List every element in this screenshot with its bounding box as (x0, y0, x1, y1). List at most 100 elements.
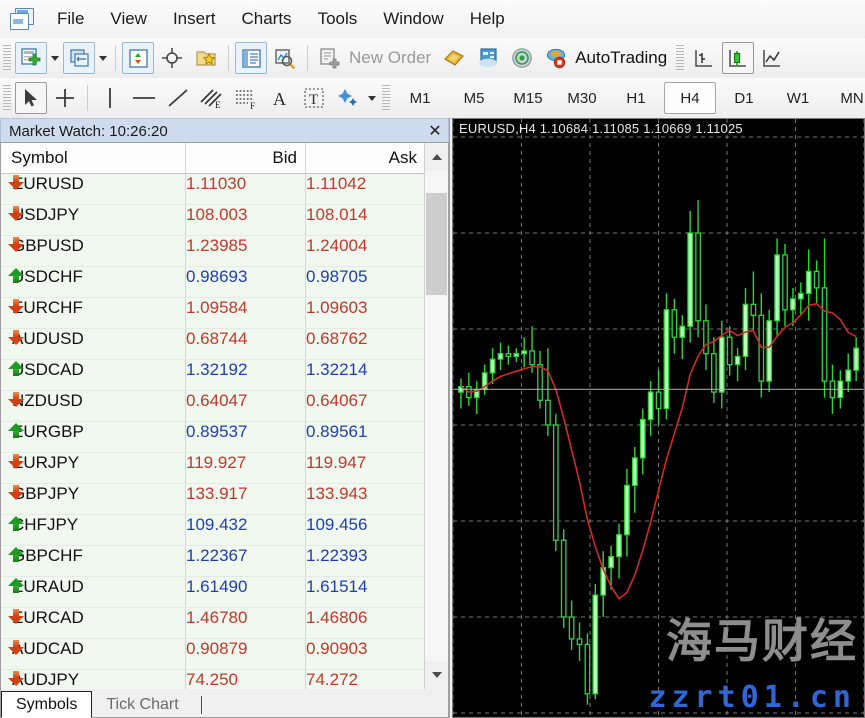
cell-symbol: AUDUSD (1, 329, 186, 359)
bar-chart-icon[interactable] (688, 42, 720, 74)
symbol-label: AUDCAD (12, 639, 84, 658)
equidistant-channel-icon[interactable]: E (196, 82, 228, 114)
scroll-up-arrow-icon[interactable] (425, 143, 448, 171)
new-order-label[interactable]: New Order (349, 48, 432, 67)
crosshair-icon[interactable] (49, 82, 81, 114)
scrollbar-thumb[interactable] (426, 193, 447, 295)
timeframe-m15[interactable]: M15 (513, 89, 543, 107)
new-chart-dropdown-icon[interactable] (48, 43, 62, 73)
table-row[interactable]: EURGBP 0.89537 0.89561 (1, 422, 425, 453)
market-watch-tabs: Symbols Tick Chart (0, 689, 449, 718)
cell-ask: 1.46806 (306, 608, 368, 627)
menu-item-help[interactable]: Help (469, 9, 505, 28)
metaeditor-icon[interactable] (438, 42, 470, 74)
cell-symbol: EURCHF (1, 298, 186, 328)
column-header-ask[interactable]: Ask (388, 148, 417, 167)
navigator-icon[interactable] (156, 42, 188, 74)
table-row[interactable]: USDCHF 0.98693 0.98705 (1, 267, 425, 298)
new-order-icon[interactable] (314, 42, 346, 74)
timeframe-w1[interactable]: W1 (786, 89, 810, 107)
tools-toolbar-grip[interactable] (3, 85, 11, 111)
tab-divider (200, 696, 202, 714)
toolbar-grip-2[interactable] (676, 45, 685, 71)
menu-item-insert[interactable]: Insert (172, 9, 216, 28)
tab-symbols[interactable]: Symbols (1, 691, 93, 718)
table-row[interactable]: GBPUSD 1.23985 1.24004 (1, 236, 425, 267)
table-row[interactable]: EURAUD 1.61490 1.61514 (1, 577, 425, 608)
table-row[interactable]: AUDJPY 74.250 74.272 (1, 670, 425, 689)
candlestick-chart-icon[interactable] (722, 42, 755, 74)
table-row[interactable]: GBPCHF 1.22367 1.22393 (1, 546, 425, 577)
market-watch-table: Symbol Bid Ask EURUSD 1.11030 1.11042 USDJP… (1, 143, 425, 689)
cell-symbol: AUDCAD (1, 639, 186, 669)
menu-item-tools[interactable]: Tools (317, 9, 358, 28)
cursor-arrow-icon[interactable] (15, 82, 47, 114)
table-row[interactable]: AUDUSD 0.68744 0.68762 (1, 329, 425, 360)
chart-window[interactable]: EURUSD,H4 1.10684 1.11085 1.10669 1.1102… (452, 118, 865, 718)
timeframe-m30[interactable]: M30 (567, 89, 597, 107)
timeframe-m5[interactable]: M5 (463, 89, 485, 107)
menu-item-view[interactable]: View (110, 9, 147, 28)
cell-ask: 0.98705 (306, 267, 368, 286)
timeframe-toolbar-grip[interactable] (382, 85, 390, 111)
text-icon[interactable]: A (264, 82, 296, 114)
scroll-down-arrow-icon[interactable] (425, 661, 448, 689)
data-window-icon[interactable] (235, 42, 267, 74)
table-row[interactable]: EURJPY 119.927 119.947 (1, 453, 425, 484)
column-header-symbol[interactable]: Symbol (1, 143, 186, 173)
horizontal-line-icon[interactable] (128, 82, 160, 114)
trendline-icon[interactable] (162, 82, 194, 114)
menu-item-file[interactable]: File (57, 9, 85, 28)
timeframe-mn[interactable]: MN (840, 89, 864, 107)
symbol-label: NZDUSD (12, 391, 83, 410)
favorites-icon[interactable] (190, 42, 222, 74)
mql5-community-icon[interactable] (472, 42, 504, 74)
symbol-label: EURJPY (12, 453, 80, 472)
shapes-arrows-icon[interactable] (332, 82, 364, 114)
table-row[interactable]: EURCHF 1.09584 1.09603 (1, 298, 425, 329)
table-row[interactable]: AUDCAD 0.90879 0.90903 (1, 639, 425, 670)
cell-ask: 74.272 (306, 670, 358, 689)
scrollbar-track[interactable] (425, 171, 448, 661)
profiles-dropdown-icon[interactable] (96, 43, 110, 73)
cell-bid: 1.23985 (186, 236, 306, 266)
toolbar-grip[interactable] (3, 45, 11, 71)
table-row[interactable]: USDJPY 108.003 108.014 (1, 205, 425, 236)
line-chart-icon[interactable] (756, 42, 788, 74)
fibonacci-retracement-icon[interactable]: F (230, 82, 262, 114)
vertical-line-icon[interactable] (94, 82, 126, 114)
metatrader-logo-icon (8, 6, 38, 32)
market-watch-body: Symbol Bid Ask EURUSD 1.11030 1.11042 USDJP… (0, 142, 449, 690)
menu-item-window[interactable]: Window (383, 9, 444, 28)
table-row[interactable]: EURUSD 1.11030 1.11042 (1, 174, 425, 205)
table-row[interactable]: CHFJPY 109.432 109.456 (1, 515, 425, 546)
timeframe-m1[interactable]: M1 (409, 89, 431, 107)
market-watch-scrollbar[interactable] (424, 143, 448, 689)
menu-item-charts[interactable]: Charts (241, 9, 292, 28)
table-header: Symbol Bid Ask (1, 143, 425, 174)
symbol-label: CHFJPY (12, 515, 79, 534)
profiles-icon[interactable] (63, 42, 95, 74)
column-header-bid[interactable]: Bid (186, 143, 306, 173)
shapes-dropdown-icon[interactable] (365, 83, 379, 113)
market-watch-icon[interactable] (122, 42, 154, 74)
autotrading-icon[interactable] (540, 42, 572, 74)
new-chart-icon[interactable] (15, 42, 47, 74)
price-chart[interactable] (453, 119, 864, 717)
autotrading-label[interactable]: AutoTrading (575, 48, 668, 67)
timeframe-d1[interactable]: D1 (734, 89, 754, 107)
signals-icon[interactable] (506, 42, 538, 74)
table-row[interactable]: GBPJPY 133.917 133.943 (1, 484, 425, 515)
table-row[interactable]: EURCAD 1.46780 1.46806 (1, 608, 425, 639)
table-row[interactable]: USDCAD 1.32192 1.32214 (1, 360, 425, 391)
timeframe-h4[interactable]: H4 (664, 82, 716, 114)
tab-tick-chart[interactable]: Tick Chart (106, 696, 179, 713)
table-row[interactable]: NZDUSD 0.64047 0.64067 (1, 391, 425, 422)
close-icon[interactable]: ✕ (428, 123, 442, 140)
market-watch-panel: Market Watch: 10:26:20 ✕ Symbol Bid Ask … (0, 118, 450, 718)
timeframe-h1[interactable]: H1 (626, 89, 646, 107)
symbol-label: AUDJPY (12, 670, 80, 689)
text-label-icon[interactable]: T (298, 82, 330, 114)
strategy-tester-icon[interactable] (269, 42, 301, 74)
cell-bid: 133.917 (186, 484, 306, 514)
